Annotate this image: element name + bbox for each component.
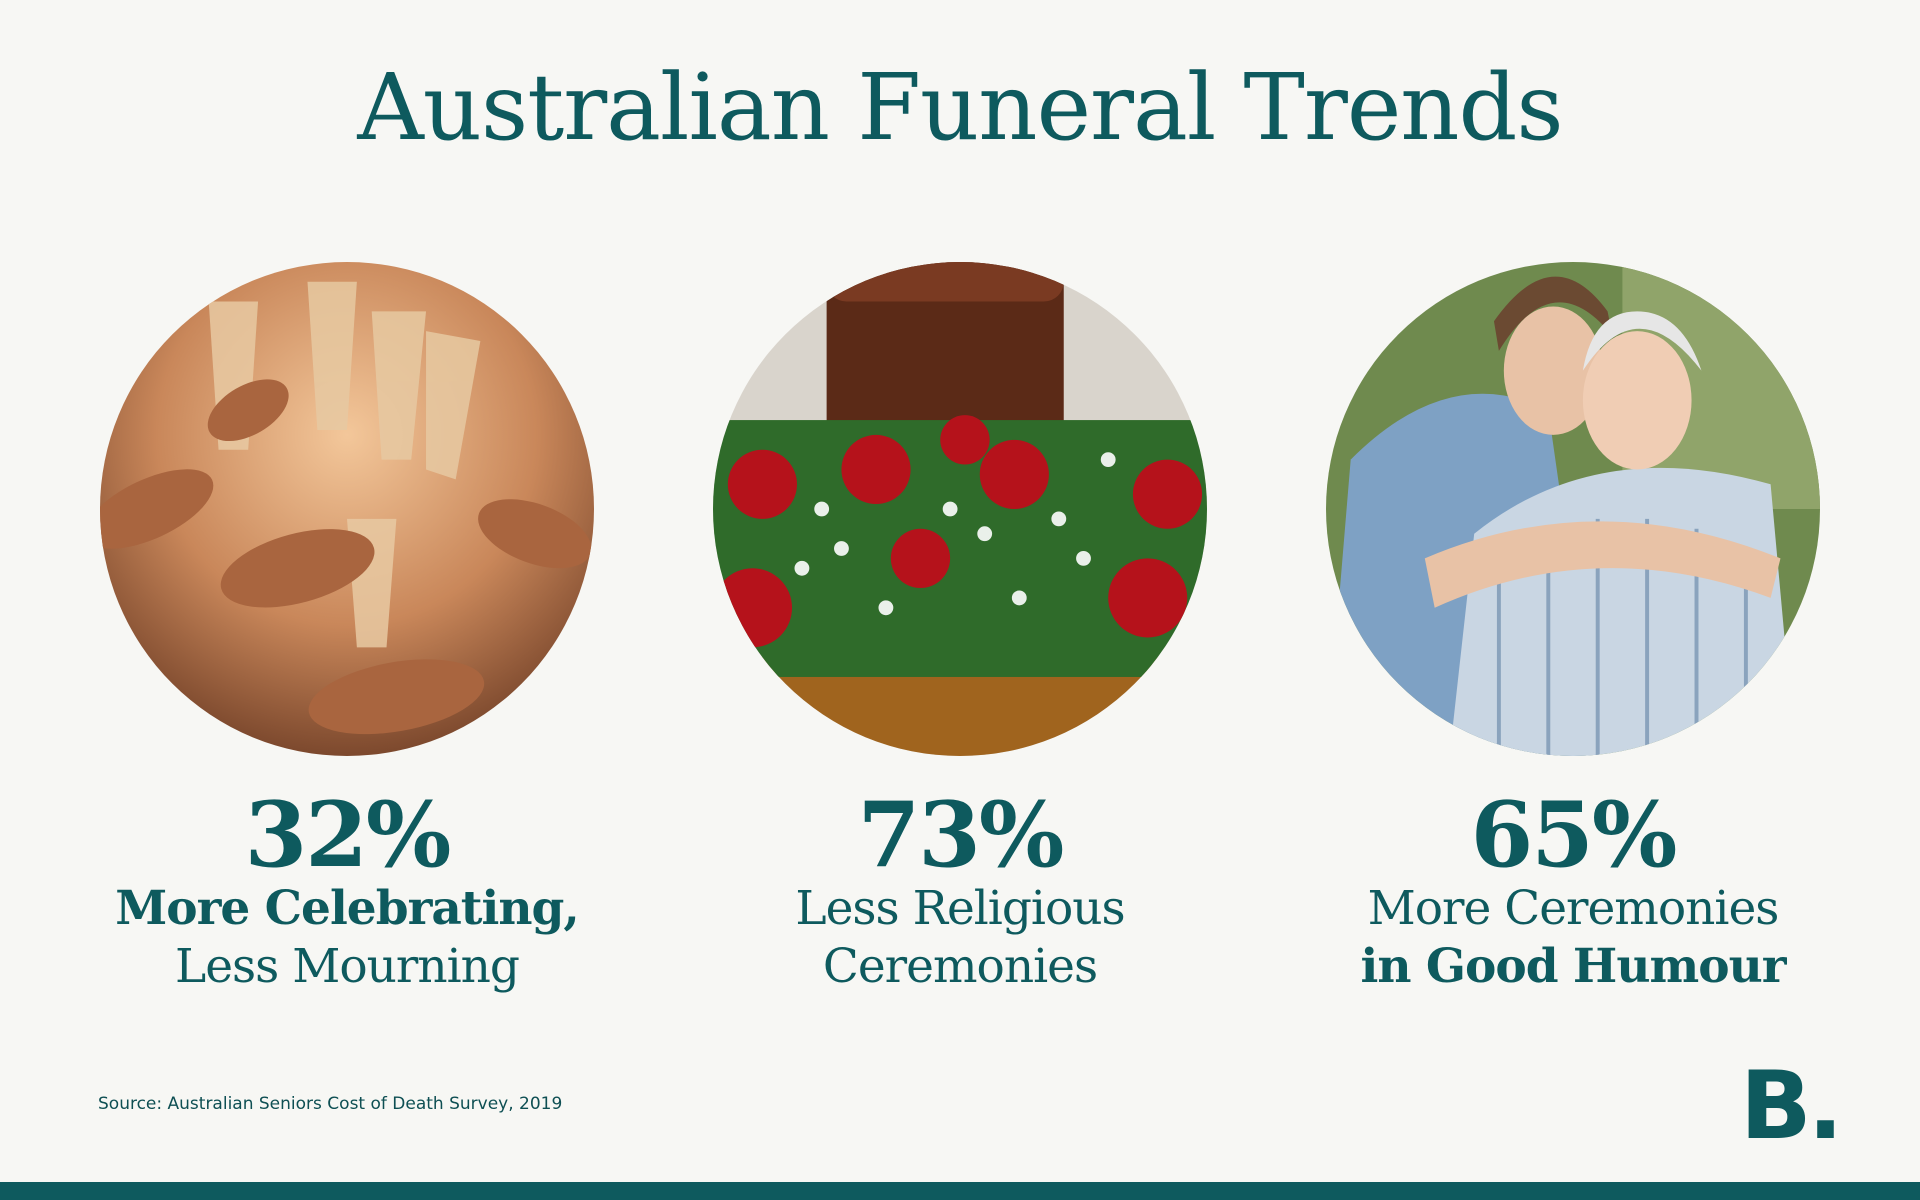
urn-roses-photo (713, 262, 1207, 756)
stat-label-line1: Less Religious (795, 881, 1125, 936)
stat-humour: 65% More Ceremonies in Good Humour (1293, 790, 1853, 996)
stat-label-line2: Ceremonies (822, 939, 1098, 994)
celebration-photo (100, 262, 594, 756)
page-title: Australian Funeral Trends (357, 54, 1563, 161)
stat-label-line2: Less Mourning (174, 939, 520, 994)
stat-label-line1: More Ceremonies (1367, 881, 1780, 936)
stat-percent: 65% (1470, 782, 1678, 888)
stat-percent: 32% (244, 782, 452, 888)
stat-celebrating: 32% More Celebrating, Less Mourning (67, 790, 627, 996)
stat-label-line2: in Good Humour (1360, 939, 1786, 994)
bottom-bar (0, 1182, 1920, 1200)
stat-label-line1: More Celebrating, (115, 881, 580, 936)
brand-logo: B. (1740, 1052, 1843, 1161)
source-citation: Source: Australian Seniors Cost of Death… (98, 1094, 563, 1114)
family-hug-photo (1326, 262, 1820, 756)
stat-percent: 73% (857, 782, 1065, 888)
stat-religious: 73% Less Religious Ceremonies (680, 790, 1240, 996)
